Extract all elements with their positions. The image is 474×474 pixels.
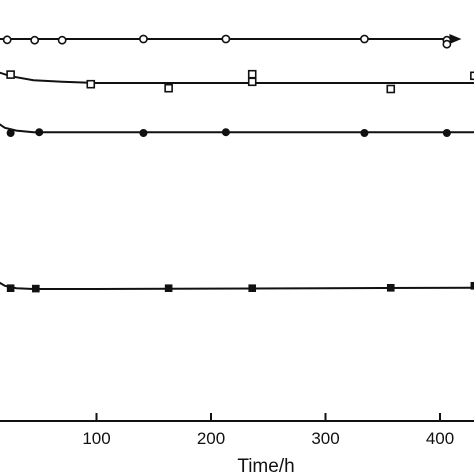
data-point-series-2 [6,70,15,79]
data-point-series-2 [386,84,396,94]
data-point-series-3 [35,128,44,137]
data-point-series-2 [164,83,173,93]
x-ticks: 100 200 300 400 [82,413,454,448]
data-point-series-3 [221,128,230,137]
x-tick-label: 300 [311,429,339,448]
data-point-series-2 [247,69,257,79]
data-point-series-4 [386,284,395,292]
data-point-series-1 [139,34,148,44]
data-point-series-1 [2,35,12,45]
x-tick-label: 400 [426,429,454,448]
data-point-series-3 [139,129,148,137]
fit-curve-2 [0,71,474,84]
x-tick-label: 100 [82,429,110,448]
data-point-series-3 [6,129,15,137]
curve-arrowhead [449,34,462,44]
data-point-series-1 [30,35,40,45]
data-point-series-1 [57,35,67,45]
data-points [2,34,474,293]
x-tick-label: 200 [197,429,225,448]
data-point-series-1 [442,39,452,49]
data-point-series-4 [32,284,40,293]
data-point-series-2 [247,77,257,87]
data-point-series-4 [6,284,15,292]
fit-curve-3 [0,123,474,134]
data-point-series-3 [360,129,369,137]
data-point-series-3 [442,129,451,137]
x-axis-title: Time/h [237,456,294,474]
data-point-series-4 [470,282,474,290]
data-point-series-2 [470,71,474,81]
data-point-series-2 [86,79,96,89]
data-point-series-1 [221,34,231,44]
data-point-series-4 [164,284,173,292]
data-point-series-1 [360,34,369,44]
data-point-series-4 [248,284,257,292]
